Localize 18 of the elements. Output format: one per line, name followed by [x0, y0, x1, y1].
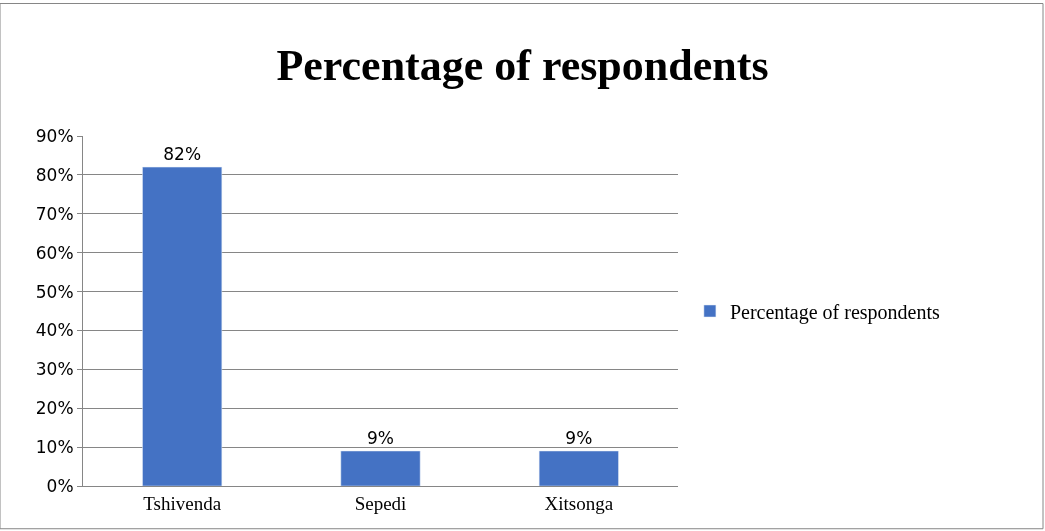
y-tick-label: 40%: [35, 320, 74, 341]
y-tick-label: 10%: [35, 437, 74, 458]
y-tick-label: 30%: [35, 359, 74, 380]
y-tick-label: 0%: [46, 475, 74, 496]
text: 82%: [163, 144, 202, 165]
x-tick-label: Sepedi: [354, 492, 407, 514]
y-tick-label: 80%: [35, 164, 74, 185]
y-tick-label: 20%: [35, 398, 74, 419]
y-tick-label: 90%: [35, 125, 74, 146]
x-tick-label: Tshivenda: [143, 492, 222, 514]
chart-title: Percentage of respondents: [276, 41, 769, 91]
x-tick-label: Xitsonga: [544, 492, 614, 514]
y-tick-label: 70%: [35, 203, 74, 224]
text: 9%: [367, 428, 394, 448]
y-tick-label: 50%: [35, 281, 74, 302]
text: 9%: [565, 428, 593, 448]
legend-label: Percentage of respondents: [729, 300, 941, 324]
y-tick-label: 60%: [35, 242, 74, 263]
